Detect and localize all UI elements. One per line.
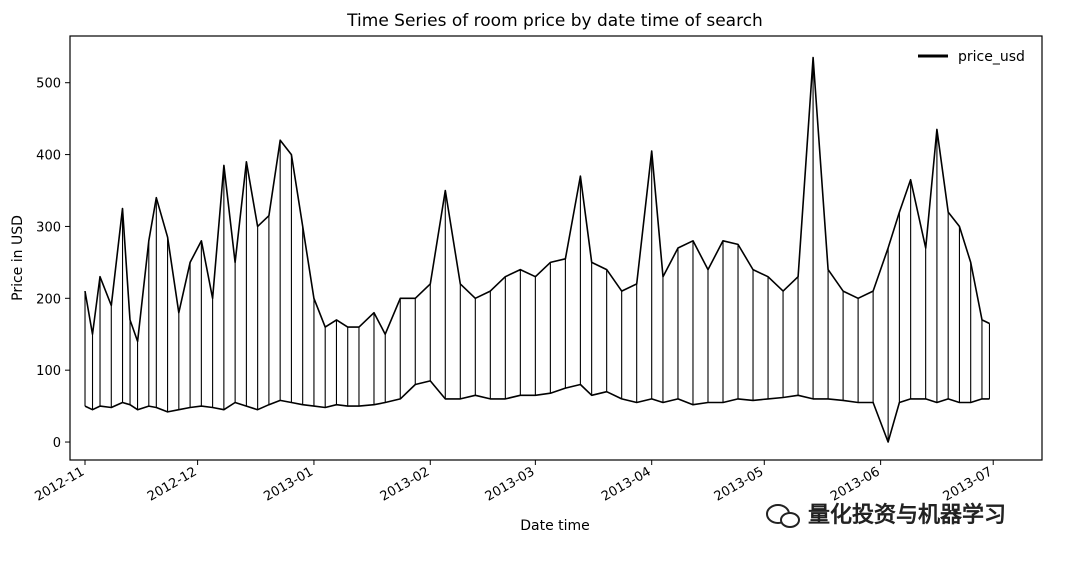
y-axis-label: Price in USD: [10, 215, 26, 301]
legend: price_usd: [918, 49, 1025, 65]
x-tick-label: 2013-02: [378, 464, 433, 504]
x-tick-label: 2012-12: [145, 464, 200, 504]
y-tick-label: 100: [36, 364, 61, 379]
x-tick-label: 2013-06: [828, 464, 883, 504]
watermark: 量化投资与机器学习: [766, 502, 1006, 528]
legend-label-price-usd: price_usd: [958, 49, 1025, 65]
y-tick-label: 200: [36, 292, 61, 307]
series-line-upper: [84, 56, 990, 343]
x-tick-label: 2012-11: [32, 464, 87, 504]
y-tick-label: 300: [36, 220, 61, 235]
series-line-lower: [84, 380, 990, 443]
chart-title: Time Series of room price by date time o…: [346, 11, 763, 31]
plot-area: [84, 56, 991, 443]
x-tick-label: 2013-03: [483, 464, 538, 504]
x-axis-label: Date time: [520, 518, 590, 534]
y-tick-label: 0: [53, 436, 61, 451]
x-tick-label: 2013-04: [599, 464, 654, 504]
x-tick-label: 2013-05: [712, 464, 767, 504]
plot-frame: [69, 35, 1043, 461]
y-tick-label: 500: [36, 77, 61, 92]
y-tick-label: 400: [36, 149, 61, 164]
watermark-text: 量化投资与机器学习: [808, 502, 1006, 528]
x-tick-label: 2013-01: [261, 464, 316, 504]
x-tick-label: 2013-07: [941, 464, 996, 504]
wechat-icon: [766, 504, 800, 528]
